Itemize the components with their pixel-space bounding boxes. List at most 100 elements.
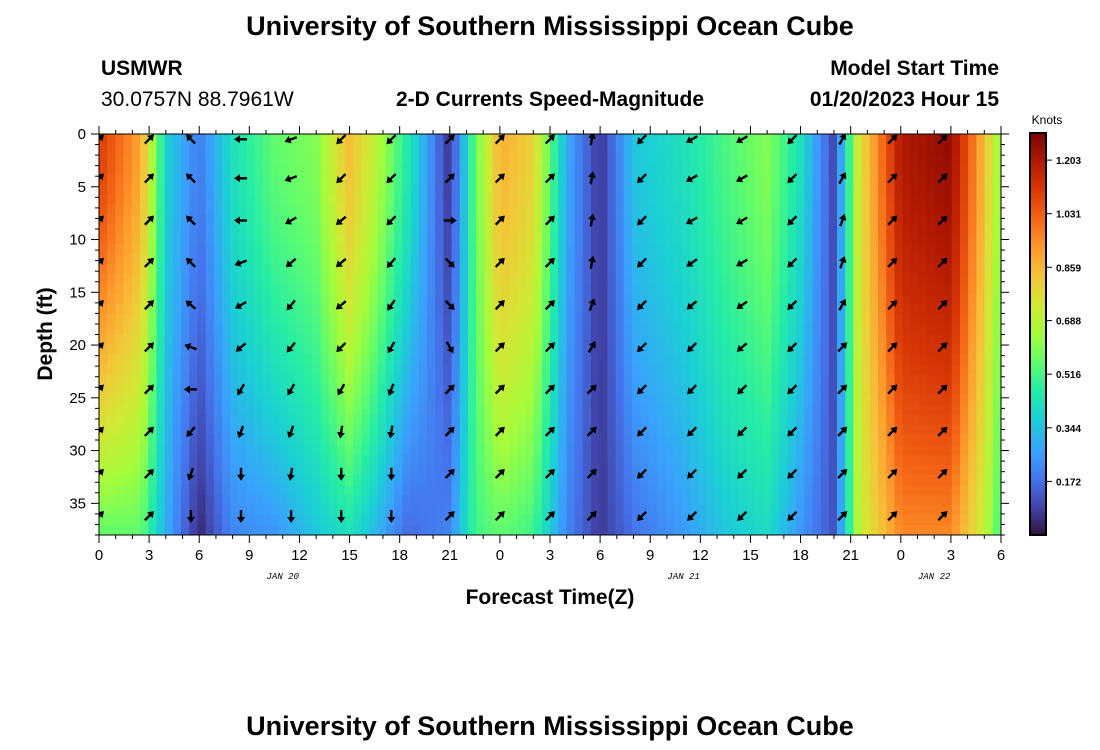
heatmap-cell	[328, 144, 338, 155]
heatmap-cell	[295, 164, 305, 175]
heatmap-cell	[919, 304, 928, 316]
heatmap-cell	[697, 314, 707, 326]
heatmap-cell	[951, 384, 961, 396]
heatmap-cell	[484, 254, 494, 265]
heatmap-cell	[951, 434, 961, 446]
heatmap-cell	[271, 384, 280, 396]
heatmap-cell	[509, 424, 518, 436]
heatmap-cell	[484, 354, 494, 366]
heatmap-cell	[156, 244, 166, 255]
heatmap-cell	[459, 244, 469, 255]
heatmap-cell	[837, 234, 846, 245]
heatmap-cell	[623, 274, 633, 285]
heatmap-cell	[771, 394, 781, 406]
heatmap-cell	[738, 434, 748, 446]
heatmap-cell	[189, 164, 198, 175]
heatmap-cell	[328, 154, 338, 165]
heatmap-cell	[681, 364, 690, 376]
heatmap-cell	[263, 154, 272, 165]
heatmap-cell	[943, 314, 953, 326]
heatmap-cell	[943, 374, 953, 386]
heatmap-cell	[779, 284, 789, 296]
heatmap-cell	[484, 214, 494, 225]
heatmap-cell	[779, 484, 789, 496]
heatmap-cell	[509, 244, 518, 255]
heatmap-cell	[427, 494, 436, 506]
heatmap-cell	[353, 134, 362, 145]
heatmap-cell	[902, 344, 912, 356]
heatmap-cell	[107, 254, 116, 265]
heatmap-cell	[156, 474, 166, 486]
heatmap-cell	[910, 324, 920, 336]
heatmap-cell	[763, 404, 772, 416]
heatmap-cell	[246, 334, 256, 346]
heatmap-cell	[500, 234, 510, 245]
heatmap-cell	[894, 194, 904, 205]
heatmap-cell	[361, 474, 371, 486]
heatmap-cell	[361, 164, 371, 175]
heatmap-cell	[919, 144, 928, 155]
current-arrow	[937, 468, 948, 479]
heatmap-cell	[394, 244, 403, 255]
heatmap-cell	[820, 414, 830, 426]
heatmap-cell	[238, 354, 248, 366]
heatmap-cell	[599, 304, 608, 316]
heatmap-cell	[910, 144, 920, 155]
heatmap-cell	[681, 384, 690, 396]
heatmap-cell	[271, 174, 280, 185]
heatmap-cell	[902, 334, 912, 346]
heatmap-cell	[533, 184, 543, 195]
heatmap-cell	[148, 344, 157, 356]
heatmap-cell	[828, 274, 838, 285]
heatmap-cell	[205, 134, 215, 145]
heatmap-cell	[320, 254, 330, 265]
heatmap-cell	[148, 354, 157, 366]
heatmap-cell	[427, 304, 436, 316]
heatmap-cell	[254, 184, 264, 195]
heatmap-cell	[476, 424, 485, 436]
heatmap-cell	[673, 414, 682, 426]
heatmap-cell	[443, 404, 453, 416]
heatmap-cell	[910, 184, 920, 195]
heatmap-cell	[230, 204, 239, 215]
heatmap-cell	[853, 184, 863, 195]
heatmap-cell	[115, 154, 125, 165]
heatmap-cell	[345, 394, 354, 406]
heatmap-cell	[386, 364, 395, 376]
heatmap-cell	[353, 474, 362, 486]
heatmap-cell	[730, 514, 740, 526]
heatmap-cell	[615, 294, 625, 306]
heatmap-cell	[541, 154, 551, 165]
heatmap-cell	[353, 264, 362, 275]
heatmap-cell	[746, 224, 756, 235]
heatmap-cell	[320, 264, 330, 275]
heatmap-cell	[328, 184, 338, 195]
heatmap-cell	[689, 414, 699, 426]
heatmap-cell	[992, 314, 1001, 326]
heatmap-cell	[386, 474, 395, 486]
heatmap-cell	[623, 494, 633, 506]
heatmap-cell	[566, 384, 576, 396]
heatmap-cell	[500, 434, 510, 446]
heatmap-cell	[172, 384, 182, 396]
date-label: JAN 21	[667, 572, 699, 582]
x-tick-label: 21	[842, 547, 859, 564]
current-arrow	[787, 426, 798, 437]
heatmap-cell	[459, 274, 469, 285]
heatmap-cell	[796, 214, 805, 225]
heatmap-cell	[295, 354, 305, 366]
current-arrow	[237, 510, 245, 523]
heatmap-cell	[525, 204, 535, 215]
heatmap-cell	[525, 134, 535, 145]
heatmap-cell	[172, 454, 182, 466]
heatmap-cell	[722, 374, 731, 386]
heatmap-cell	[902, 454, 912, 466]
heatmap-cell	[345, 384, 354, 396]
heatmap-cell	[533, 274, 543, 285]
heatmap-cell	[697, 224, 707, 235]
heatmap-cell	[673, 134, 682, 145]
heatmap-cell	[263, 184, 272, 195]
heatmap-cell	[820, 444, 830, 456]
heatmap-cell	[550, 154, 559, 165]
heatmap-cell	[984, 514, 994, 526]
